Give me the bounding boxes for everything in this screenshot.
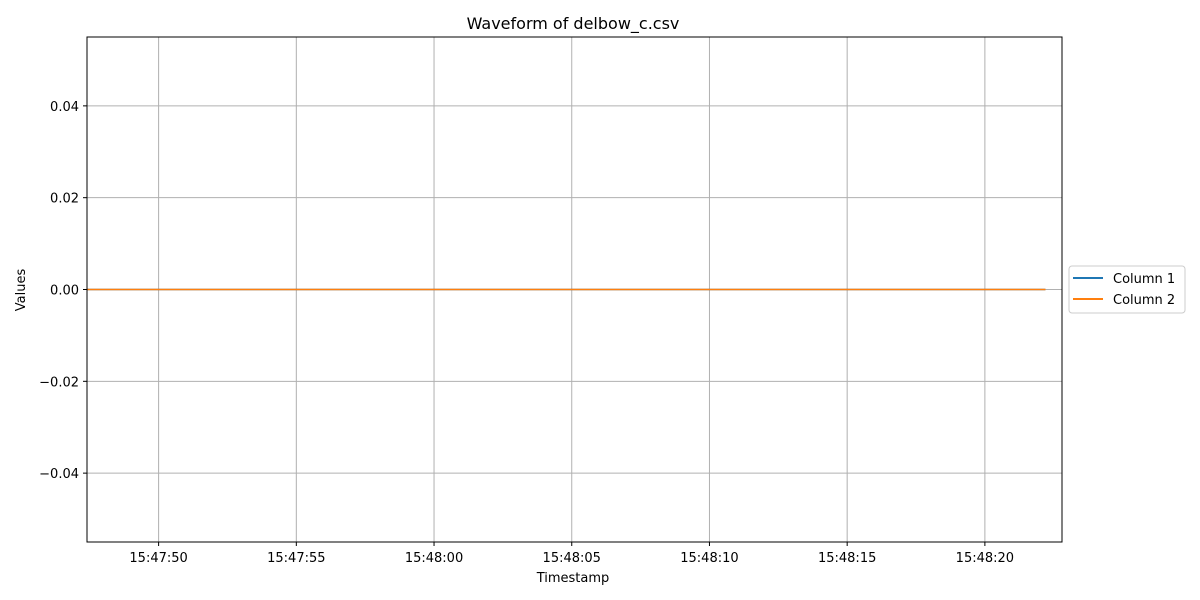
y-tick-label: 0.04 [50, 100, 79, 115]
x-tick-label: 15:47:55 [267, 551, 325, 566]
x-tick-label: 15:48:15 [818, 551, 876, 566]
y-tick-label: 0.00 [50, 284, 79, 299]
legend-label-column-1: Column 1 [1113, 272, 1175, 287]
y-axis-ticks: 0.04 0.02 0.00 −0.02 −0.04 [39, 100, 87, 482]
x-tick-label: 15:48:00 [405, 551, 463, 566]
x-tick-label: 15:48:05 [543, 551, 601, 566]
x-tick-label: 15:48:10 [680, 551, 738, 566]
y-tick-label: −0.04 [39, 467, 79, 482]
chart-title: Waveform of delbow_c.csv [467, 14, 680, 34]
x-axis-title: Timestamp [536, 571, 610, 586]
y-axis-title: Values [14, 269, 29, 312]
y-tick-label: −0.02 [39, 375, 79, 390]
y-tick-label: 0.02 [50, 192, 79, 207]
x-tick-label: 15:47:50 [129, 551, 187, 566]
legend-label-column-2: Column 2 [1113, 293, 1175, 308]
legend: Column 1 Column 2 [1068, 265, 1186, 314]
x-tick-label: 15:48:20 [956, 551, 1014, 566]
x-axis-ticks: 15:47:50 15:47:55 15:48:00 15:48:05 15:48:10… [129, 542, 1014, 566]
